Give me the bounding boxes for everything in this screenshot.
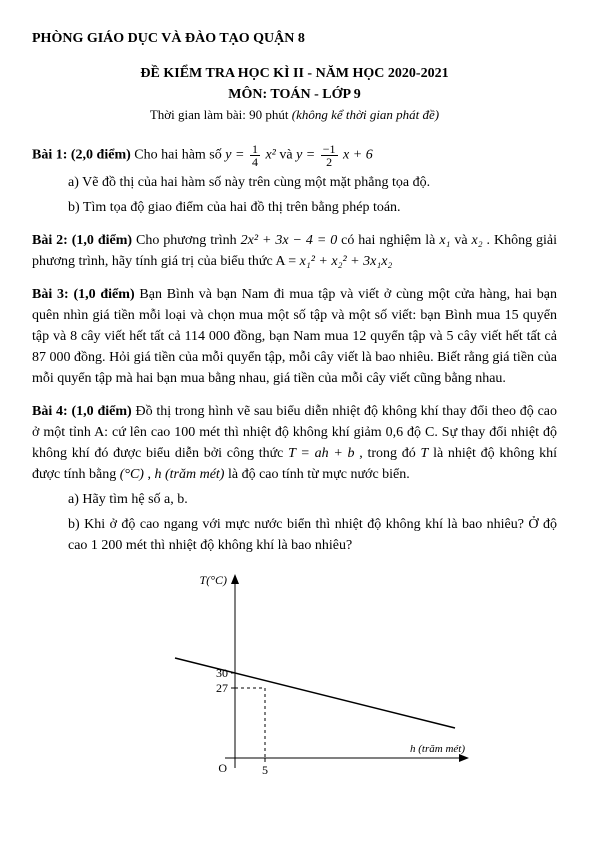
q4-formula: T = ah + b xyxy=(288,446,354,461)
q1-frac1-num: 1 xyxy=(250,143,260,156)
svg-text:T(°C): T(°C) xyxy=(199,573,226,587)
question-1: Bài 1: (2,0 điểm) Cho hai hàm số y = 1 4… xyxy=(32,143,557,218)
q4-label: Bài 4: (1,0 điểm) xyxy=(32,404,135,419)
q1-frac-1: 1 4 xyxy=(250,143,260,168)
q2-x1: x₁ xyxy=(439,233,450,248)
q2-expr: x₁² + x₂² + 3x₁x₂ xyxy=(300,254,393,269)
q4-a: a) Hãy tìm hệ số a, b. xyxy=(68,489,557,510)
q3-label: Bài 3: (1,0 điểm) xyxy=(32,287,139,302)
q2-p1a: Cho phương trình xyxy=(136,233,241,248)
time-ital: (không kể thời gian phát đề) xyxy=(292,107,439,122)
q1-eq1-rhs: x² xyxy=(265,147,275,162)
svg-text:O: O xyxy=(218,761,227,775)
question-4: Bài 4: (1,0 điểm) Đồ thị trong hình vẽ s… xyxy=(32,401,557,556)
q2-x2: x₂ xyxy=(472,233,483,248)
q4-intro-b: , trong đó xyxy=(359,446,420,461)
q1-frac2-den: 2 xyxy=(321,156,338,168)
chart-wrapper: T(°C)h (trăm mét)27305O xyxy=(32,568,557,798)
title-line-3: Thời gian làm bài: 90 phút (không kể thờ… xyxy=(32,105,557,125)
q4-intro-e: là độ cao tính từ mực nước biển. xyxy=(228,467,410,482)
q1-conj: và xyxy=(279,147,296,162)
q1-frac1-den: 4 xyxy=(250,156,260,168)
title-line-2: MÔN: TOÁN - LỚP 9 xyxy=(32,84,557,105)
q2-and: và xyxy=(454,233,471,248)
q1-eq2-rhs: x + 6 xyxy=(343,147,373,162)
q4-b: b) Khi ở độ cao ngang với mực nước biển … xyxy=(68,514,557,556)
q4-unitT: (°C) xyxy=(120,467,144,482)
line-chart: T(°C)h (trăm mét)27305O xyxy=(115,568,475,798)
title-line-1: ĐỀ KIỂM TRA HỌC KÌ II - NĂM HỌC 2020-202… xyxy=(32,63,557,84)
q1-label: Bài 1: (2,0 điểm) xyxy=(32,147,134,162)
q1-eq1-lhs: y = xyxy=(225,147,248,162)
svg-text:h (trăm mét): h (trăm mét) xyxy=(410,743,465,755)
question-2: Bài 2: (1,0 điểm) Cho phương trình 2x² +… xyxy=(32,230,557,272)
department-name: PHÒNG GIÁO DỤC VÀ ĐÀO TẠO QUẬN 8 xyxy=(32,28,557,49)
q2-label: Bài 2: (1,0 điểm) xyxy=(32,233,136,248)
svg-text:5: 5 xyxy=(262,763,268,777)
q1-eq2-lhs: y = xyxy=(296,147,319,162)
q1-frac-2: −1 2 xyxy=(321,143,338,168)
question-3: Bài 3: (1,0 điểm) Bạn Bình và bạn Nam đi… xyxy=(32,284,557,389)
q4-T: T xyxy=(421,446,429,461)
q2-eq: 2x² + 3x − 4 = 0 xyxy=(241,233,338,248)
time-plain: Thời gian làm bài: 90 phút xyxy=(150,107,292,122)
title-block: ĐỀ KIỂM TRA HỌC KÌ II - NĂM HỌC 2020-202… xyxy=(32,63,557,125)
q2-p1b: có hai nghiệm là xyxy=(341,233,439,248)
q1-a: a) Vẽ đồ thị của hai hàm số này trên cùn… xyxy=(68,172,557,193)
q4-h: h (trăm mét) xyxy=(154,467,224,482)
q1-intro: Cho hai hàm số xyxy=(134,147,225,162)
svg-text:27: 27 xyxy=(216,681,228,695)
q1-b: b) Tìm tọa độ giao điểm của hai đồ thị t… xyxy=(68,197,557,218)
q1-frac2-num: −1 xyxy=(321,143,338,156)
